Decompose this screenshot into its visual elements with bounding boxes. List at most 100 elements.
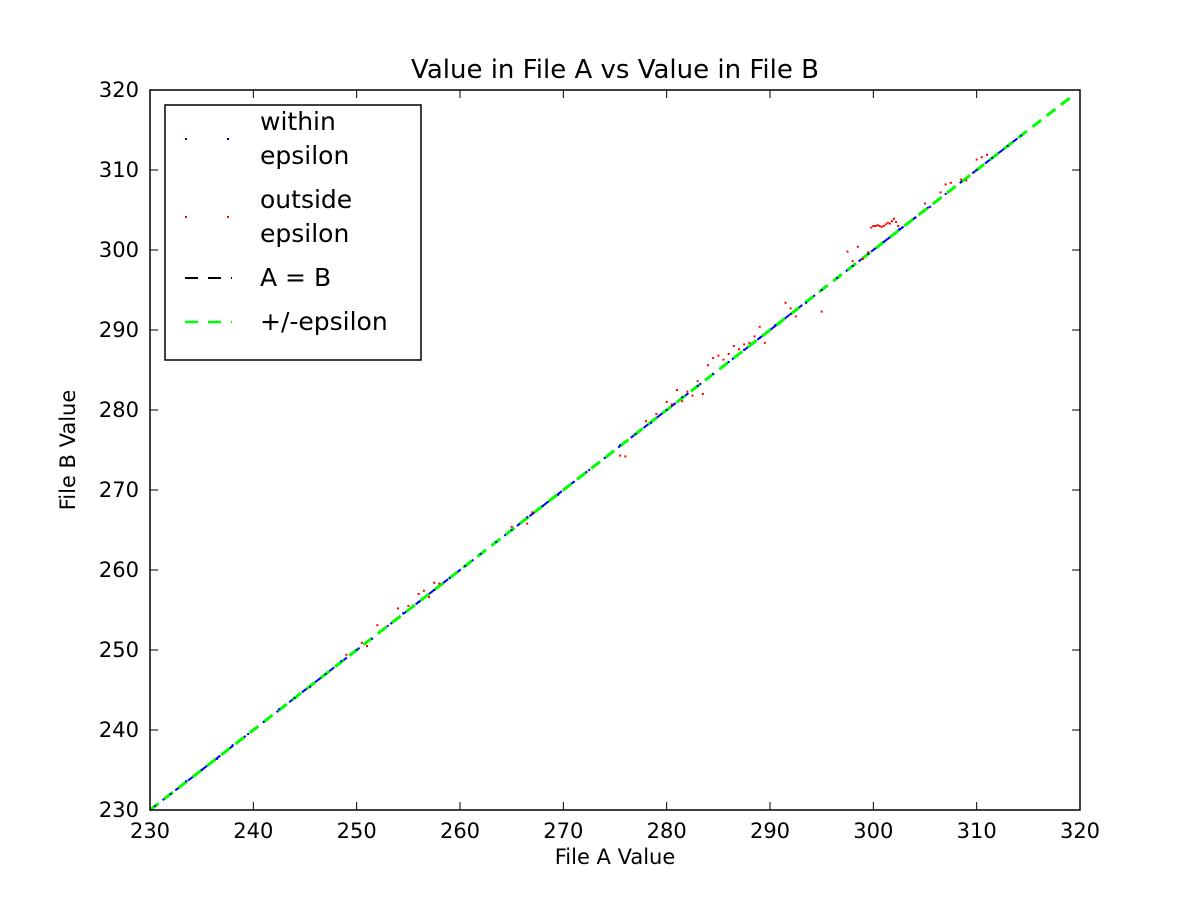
x-tick-label: 320	[1060, 819, 1100, 843]
point-outside-epsilon	[717, 354, 720, 357]
point-outside-epsilon	[624, 455, 627, 458]
point-within-epsilon	[386, 625, 389, 627]
point-within-epsilon	[324, 673, 327, 675]
point-within-epsilon	[991, 157, 994, 159]
point-outside-epsilon	[722, 358, 725, 361]
point-within-epsilon	[882, 241, 885, 243]
x-tick-label: 280	[647, 819, 687, 843]
point-outside-epsilon	[691, 394, 694, 397]
point-within-epsilon	[402, 612, 405, 615]
point-within-epsilon	[557, 493, 560, 496]
y-tick-label: 320	[99, 78, 139, 102]
x-tick-label: 300	[853, 819, 893, 843]
point-within-epsilon	[898, 228, 901, 231]
point-outside-epsilon	[686, 390, 689, 393]
point-outside-epsilon	[897, 225, 900, 227]
legend-label: +/-epsilon	[260, 307, 388, 336]
chart-title: Value in File A vs Value in File B	[411, 55, 819, 85]
point-within-epsilon	[805, 301, 808, 304]
point-within-epsilon	[944, 193, 947, 195]
point-within-epsilon	[231, 744, 234, 747]
point-outside-epsilon	[510, 525, 513, 528]
legend-marker-point	[227, 216, 229, 218]
point-within-epsilon	[216, 757, 219, 760]
point-outside-epsilon	[712, 357, 715, 359]
point-outside-epsilon	[397, 607, 399, 610]
point-within-epsilon	[665, 409, 668, 411]
point-outside-epsilon	[727, 353, 730, 355]
x-tick-label: 240	[233, 819, 273, 843]
point-outside-epsilon	[874, 225, 877, 227]
point-outside-epsilon	[884, 223, 887, 226]
legend-label: A = B	[260, 263, 331, 292]
point-within-epsilon	[851, 265, 854, 267]
x-tick-label: 230	[130, 819, 170, 843]
point-within-epsilon	[929, 205, 932, 208]
point-within-epsilon	[417, 601, 420, 603]
point-within-epsilon	[820, 289, 823, 291]
point-within-epsilon	[1006, 145, 1009, 147]
point-outside-epsilon	[895, 221, 898, 223]
point-outside-epsilon	[645, 420, 647, 423]
point-outside-epsilon	[758, 325, 761, 328]
plot-data-layer	[149, 96, 1071, 812]
point-outside-epsilon	[975, 158, 978, 161]
point-within-epsilon	[588, 469, 591, 471]
point-within-epsilon	[448, 577, 451, 579]
point-outside-epsilon	[867, 251, 870, 254]
point-within-epsilon	[619, 444, 622, 447]
point-within-epsilon	[185, 780, 188, 783]
point-within-epsilon	[262, 721, 265, 723]
legend-marker-point	[185, 138, 187, 140]
point-outside-epsilon	[732, 345, 735, 347]
point-outside-epsilon	[360, 641, 363, 644]
point-within-epsilon	[464, 565, 467, 567]
point-outside-epsilon	[428, 596, 430, 599]
legend-label: epsilon	[260, 219, 349, 248]
point-outside-epsilon	[980, 156, 983, 159]
point-outside-epsilon	[880, 225, 883, 228]
point-within-epsilon	[154, 805, 157, 807]
point-outside-epsilon	[345, 653, 348, 656]
point-within-epsilon	[913, 217, 916, 219]
legend-label: epsilon	[260, 141, 349, 170]
point-within-epsilon	[836, 277, 839, 279]
point-outside-epsilon	[676, 389, 678, 391]
point-within-epsilon	[696, 385, 699, 387]
y-tick-label: 300	[99, 238, 139, 262]
point-within-epsilon	[634, 433, 637, 435]
point-outside-epsilon	[856, 245, 859, 248]
point-outside-epsilon	[890, 220, 893, 223]
point-within-epsilon	[650, 421, 653, 424]
point-within-epsilon	[712, 373, 715, 375]
point-outside-epsilon	[893, 217, 895, 220]
point-outside-epsilon	[670, 403, 673, 406]
point-outside-epsilon	[701, 393, 704, 395]
series-line--epsilon	[149, 96, 1071, 812]
point-outside-epsilon	[924, 202, 926, 205]
y-tick-label: 230	[99, 798, 139, 822]
point-within-epsilon	[355, 649, 358, 651]
point-outside-epsilon	[407, 605, 410, 607]
point-within-epsilon	[309, 685, 312, 688]
legend-box	[164, 104, 422, 361]
point-outside-epsilon	[417, 593, 420, 595]
point-outside-epsilon	[986, 153, 988, 156]
point-outside-epsilon	[888, 222, 891, 225]
x-tick-label: 290	[750, 819, 790, 843]
y-tick-label: 270	[99, 478, 139, 502]
point-within-epsilon	[867, 253, 870, 255]
point-within-epsilon	[541, 505, 544, 507]
point-outside-epsilon	[944, 183, 947, 186]
y-tick-label: 310	[99, 158, 139, 182]
point-outside-epsilon	[376, 624, 379, 627]
legend-label: within	[260, 107, 336, 136]
point-outside-epsilon	[794, 315, 797, 318]
point-outside-epsilon	[366, 645, 368, 647]
point-outside-epsilon	[707, 364, 709, 367]
point-outside-epsilon	[886, 221, 889, 224]
point-within-epsilon	[1020, 134, 1023, 137]
point-outside-epsilon	[789, 307, 792, 310]
